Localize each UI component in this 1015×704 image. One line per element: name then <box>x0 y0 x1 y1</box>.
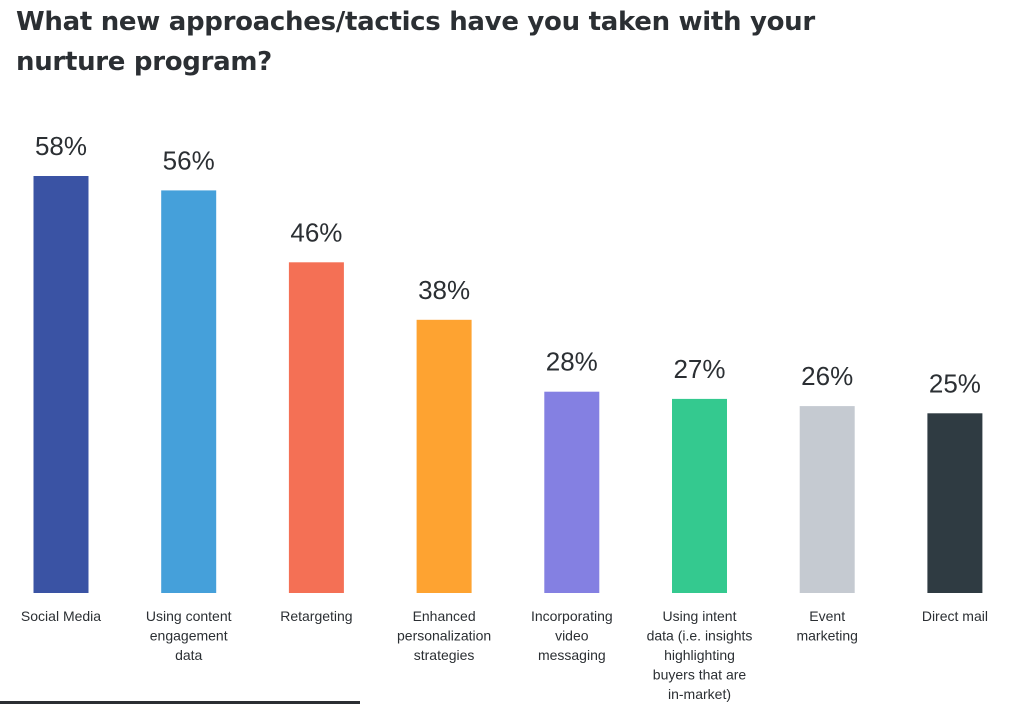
value-label: 46% <box>290 217 342 247</box>
bottom-divider <box>0 701 360 704</box>
value-label: 25% <box>929 368 981 398</box>
category-label: Enhanced personalization strategies <box>397 608 491 663</box>
bar-2 <box>161 190 217 593</box>
bar-4 <box>416 319 472 593</box>
bars-group <box>33 176 983 593</box>
value-label: 38% <box>418 275 470 305</box>
bar-6 <box>672 398 727 593</box>
category-label: Event marketing <box>796 608 857 644</box>
category-label: Using content engagement data <box>146 608 232 663</box>
category-label: Retargeting <box>280 608 352 624</box>
bar-3 <box>288 262 344 593</box>
value-label: 26% <box>801 361 853 391</box>
category-label: Direct mail <box>922 608 988 624</box>
category-label: Social Media <box>21 608 101 624</box>
bar-7 <box>799 406 855 593</box>
value-labels-group: 58% 56% 46% 38% 28% 27% 26% 25% <box>35 131 981 398</box>
category-labels-group: Social Media Using content engagement data R… <box>21 608 988 702</box>
bar-8 <box>927 413 983 593</box>
value-label: 27% <box>673 354 725 384</box>
chart-title: What new approaches/tactics have you tak… <box>16 7 815 77</box>
category-label: Incorporating video messaging <box>531 608 613 663</box>
category-label: Using intent data (i.e. insights highlight… <box>647 608 753 702</box>
value-label: 28% <box>546 347 598 377</box>
value-label: 56% <box>163 145 215 175</box>
bar-5 <box>544 391 600 593</box>
value-label: 58% <box>35 131 87 161</box>
bar-1 <box>33 176 89 593</box>
